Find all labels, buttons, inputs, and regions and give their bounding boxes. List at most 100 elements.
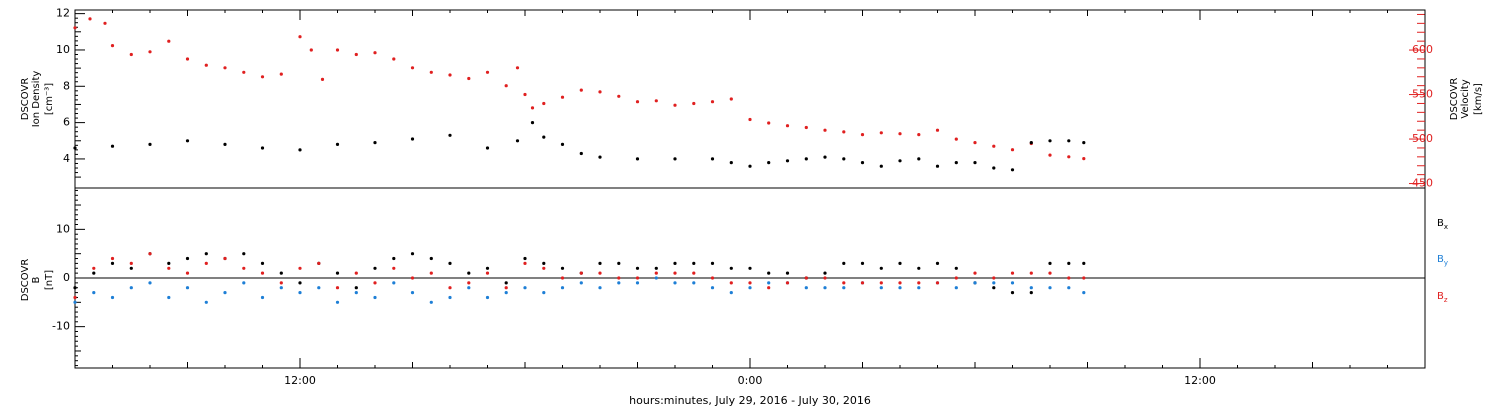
bx-point [167, 261, 171, 265]
density-point [1048, 139, 1052, 143]
by-point [335, 300, 340, 304]
bz-point [729, 281, 733, 285]
density-point [110, 144, 115, 148]
density-point [879, 164, 883, 168]
by-point [148, 281, 152, 285]
field-tick-label: -10 [52, 320, 70, 333]
bx-point [1048, 261, 1052, 265]
by-point [635, 281, 640, 285]
by-point [729, 291, 733, 295]
bx-point [279, 271, 283, 275]
density-point [785, 159, 790, 163]
velocity-point [804, 125, 808, 130]
velocity-tick-label: 550 [1412, 88, 1433, 101]
velocity-point [635, 100, 640, 104]
density-tick-label: 8 [63, 79, 70, 92]
velocity-point [448, 73, 452, 77]
density-point [748, 164, 752, 168]
by-point [279, 286, 283, 290]
by-point [354, 291, 358, 295]
density-axis-label-group: DSCOVR Ion Density [cm⁻³] [20, 71, 55, 128]
bx-point [429, 256, 433, 261]
bx-point [373, 266, 377, 270]
bz-point [73, 295, 77, 300]
velocity-point [785, 124, 790, 128]
bx-point [898, 261, 902, 265]
by-point [92, 291, 96, 295]
velocity-point [148, 50, 152, 54]
by-point [467, 286, 471, 290]
density-point [542, 135, 546, 139]
by-point [167, 295, 171, 300]
density-point [729, 161, 733, 165]
bz-point [260, 271, 265, 275]
by-point [804, 286, 808, 290]
bx-point [392, 256, 396, 261]
density-point [73, 146, 77, 150]
bx-point [767, 271, 771, 275]
by-point [392, 281, 396, 285]
bz-point [485, 271, 490, 275]
legend-bx-label: B [1437, 218, 1444, 229]
density-point [973, 161, 977, 165]
density-axis-label-units: [cm⁻³] [44, 83, 55, 115]
velocity-point [167, 39, 171, 43]
density-point [935, 164, 940, 168]
density-point [335, 142, 340, 146]
bx-point [635, 266, 640, 270]
bx-point [467, 271, 471, 275]
velocity-point [523, 92, 527, 97]
bz-point [598, 271, 602, 275]
velocity-point [973, 141, 977, 145]
velocity-point [73, 26, 77, 30]
velocity-point [1010, 148, 1015, 152]
bz-point [129, 261, 133, 265]
by-point [410, 291, 415, 295]
bx-point [917, 266, 921, 270]
density-axis-label-line1: DSCOVR [20, 78, 31, 121]
density-point [635, 157, 640, 161]
by-point [317, 286, 321, 290]
velocity-tick-label: 450 [1412, 177, 1433, 190]
by-point [898, 286, 902, 290]
bz-point [898, 281, 902, 285]
by-point [954, 286, 958, 290]
field-axis-label-line1: DSCOVR [20, 259, 31, 302]
bz-point [148, 252, 152, 256]
velocity-point [935, 128, 940, 132]
time-tick-label: 0:00 [738, 374, 763, 387]
velocity-point [335, 48, 340, 52]
velocity-point [729, 97, 733, 101]
velocity-point [88, 17, 92, 21]
by-point [767, 281, 771, 285]
by-series [73, 276, 1086, 304]
bz-point [410, 276, 415, 280]
density-point [598, 155, 602, 159]
density-point [804, 157, 808, 161]
bz-point [110, 256, 115, 261]
by-point [129, 286, 133, 290]
bz-point [354, 271, 358, 275]
bx-point [185, 256, 190, 261]
velocity-point [260, 75, 265, 79]
bz-point [692, 271, 696, 275]
bx-point [260, 261, 265, 265]
velocity-point [279, 72, 283, 76]
velocity-point [129, 52, 133, 57]
density-point [560, 142, 565, 146]
velocity-point [1067, 155, 1071, 159]
velocity-point [654, 99, 658, 103]
bx-point [1010, 291, 1015, 295]
velocity-point [309, 48, 313, 52]
bx-point [673, 261, 677, 265]
bx-point [110, 261, 115, 265]
velocity-point [579, 88, 583, 92]
bx-point [1067, 261, 1071, 265]
bz-point [842, 281, 846, 285]
bx-point [298, 281, 302, 285]
density-tick-label: 4 [63, 152, 70, 165]
bx-point [448, 261, 452, 265]
bz-point [223, 256, 227, 261]
density-point [860, 161, 865, 165]
bz-point [1067, 276, 1071, 280]
